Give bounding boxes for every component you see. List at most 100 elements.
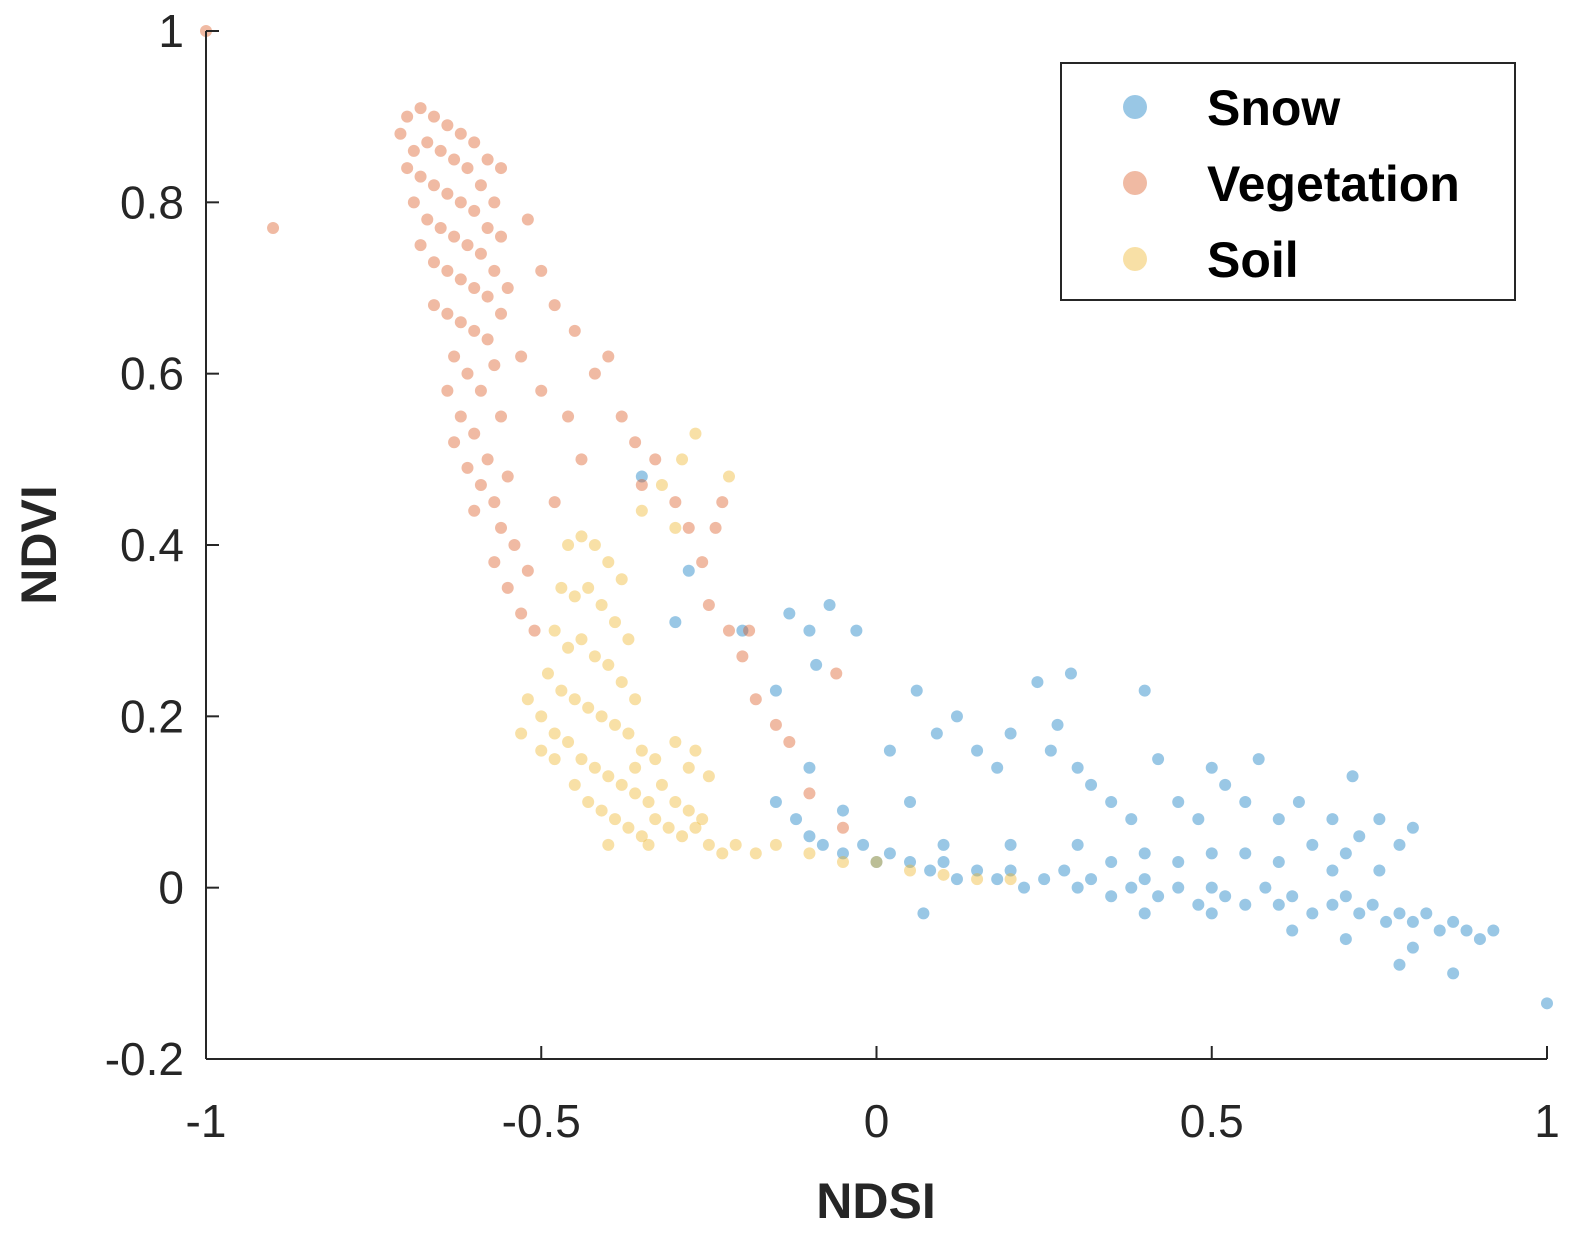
point-vegetation (448, 153, 461, 166)
point-soil (655, 479, 668, 492)
point-soil (682, 804, 695, 817)
point-soil (689, 744, 702, 757)
point-snow (1286, 890, 1299, 903)
point-snow (910, 684, 923, 697)
point-snow (1192, 813, 1205, 826)
point-vegetation (468, 204, 481, 217)
point-snow (1205, 847, 1218, 860)
point-vegetation (736, 650, 749, 663)
point-snow (810, 658, 823, 671)
point-snow (1125, 881, 1138, 894)
point-vegetation (441, 119, 454, 132)
point-snow (1058, 864, 1071, 877)
point-soil (622, 821, 635, 834)
point-vegetation (407, 144, 420, 157)
point-snow (883, 744, 896, 757)
point-vegetation (427, 179, 440, 192)
point-snow (836, 847, 849, 860)
y-tick-label: 0.6 (120, 348, 184, 400)
point-soil (535, 710, 548, 723)
point-vegetation (401, 162, 414, 175)
point-vegetation (474, 384, 487, 397)
point-vegetation (454, 410, 467, 423)
point-vegetation (575, 453, 588, 466)
point-snow (870, 855, 883, 868)
point-snow (1152, 890, 1165, 903)
x-tick-label: -0.5 (502, 1095, 581, 1147)
point-soil (937, 868, 950, 881)
point-vegetation (414, 102, 427, 115)
point-vegetation (682, 521, 695, 534)
point-vegetation (427, 299, 440, 312)
point-soil (555, 684, 568, 697)
point-snow (1473, 933, 1486, 946)
point-snow (1038, 873, 1051, 886)
point-snow (857, 838, 870, 851)
point-vegetation (769, 718, 782, 731)
point-soil (535, 744, 548, 757)
point-soil (836, 855, 849, 868)
point-soil (649, 813, 662, 826)
point-vegetation (562, 410, 575, 423)
legend-label-snow: Snow (1207, 80, 1340, 136)
point-snow (1071, 881, 1084, 894)
y-tick-label: 0.4 (120, 519, 184, 571)
point-vegetation (716, 496, 729, 509)
point-vegetation (783, 736, 796, 749)
point-snow (1460, 924, 1473, 937)
point-snow (682, 564, 695, 577)
point-soil (689, 821, 702, 834)
point-snow (1541, 997, 1553, 1010)
point-vegetation (722, 624, 735, 637)
point-snow (1306, 907, 1319, 920)
point-vegetation (461, 367, 474, 380)
point-soil (595, 598, 608, 611)
point-vegetation (468, 136, 481, 149)
point-soil (676, 830, 689, 843)
legend-label-soil: Soil (1207, 232, 1299, 288)
point-snow (1306, 838, 1319, 851)
point-snow (1380, 915, 1393, 928)
point-soil (629, 787, 642, 800)
point-snow (736, 624, 749, 637)
point-soil (562, 736, 575, 749)
point-snow (1172, 881, 1185, 894)
point-soil (568, 778, 581, 791)
point-vegetation (441, 307, 454, 320)
point-snow (803, 761, 816, 774)
point-vegetation (521, 564, 534, 577)
point-soil (803, 847, 816, 860)
point-vegetation (501, 581, 514, 594)
point-vegetation (468, 282, 481, 294)
point-snow (971, 864, 984, 877)
point-snow (1487, 924, 1500, 937)
point-vegetation (407, 196, 420, 209)
point-vegetation (635, 479, 648, 492)
point-vegetation (394, 127, 407, 140)
point-soil (521, 693, 534, 706)
point-snow (1205, 761, 1218, 774)
y-axis-label: NDVI (11, 485, 67, 604)
point-snow (1219, 890, 1232, 903)
point-snow (1004, 864, 1017, 877)
point-snow (1353, 907, 1366, 920)
point-vegetation (468, 324, 481, 337)
point-vegetation (521, 213, 534, 226)
point-snow (991, 873, 1004, 886)
point-snow (904, 796, 917, 808)
x-axis-label: NDSI (816, 1173, 935, 1229)
point-soil (629, 693, 642, 706)
point-snow (1239, 847, 1252, 860)
point-snow (1205, 881, 1218, 894)
point-soil (622, 633, 635, 646)
point-vegetation (434, 222, 447, 235)
point-snow (803, 624, 816, 637)
point-vegetation (414, 170, 427, 183)
point-vegetation (830, 667, 843, 680)
point-vegetation (481, 222, 494, 235)
point-vegetation (441, 264, 454, 277)
point-soil (562, 641, 575, 654)
point-snow (991, 761, 1004, 774)
point-soil (602, 770, 615, 783)
point-soil (588, 650, 601, 663)
